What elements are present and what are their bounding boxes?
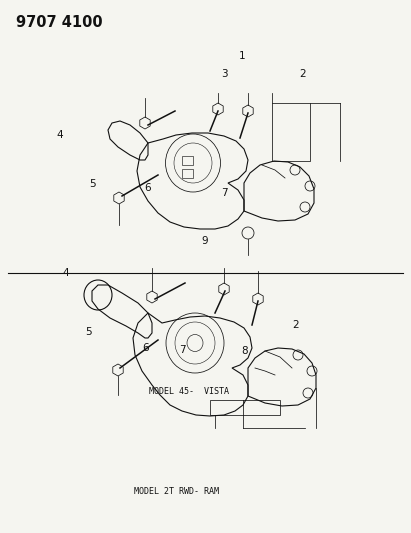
Text: 2: 2	[299, 69, 305, 78]
Text: 6: 6	[145, 183, 151, 192]
Text: 7: 7	[221, 189, 227, 198]
Text: 1: 1	[239, 51, 246, 61]
Text: 8: 8	[241, 346, 248, 356]
Text: 9: 9	[201, 236, 208, 246]
Text: 6: 6	[143, 343, 149, 352]
Text: 3: 3	[221, 69, 227, 78]
Text: 5: 5	[89, 179, 96, 189]
Text: 7: 7	[180, 345, 186, 354]
Text: 5: 5	[85, 327, 92, 336]
Text: MODEL 45-  VISTA: MODEL 45- VISTA	[149, 387, 229, 396]
Text: MODEL 2T RWD- RAM: MODEL 2T RWD- RAM	[134, 488, 219, 496]
Text: 9707 4100: 9707 4100	[16, 15, 103, 30]
Bar	[182, 169, 193, 178]
Text: 2: 2	[293, 320, 299, 330]
Bar	[182, 156, 193, 165]
Text: 4: 4	[56, 130, 63, 140]
Text: 4: 4	[62, 268, 69, 278]
